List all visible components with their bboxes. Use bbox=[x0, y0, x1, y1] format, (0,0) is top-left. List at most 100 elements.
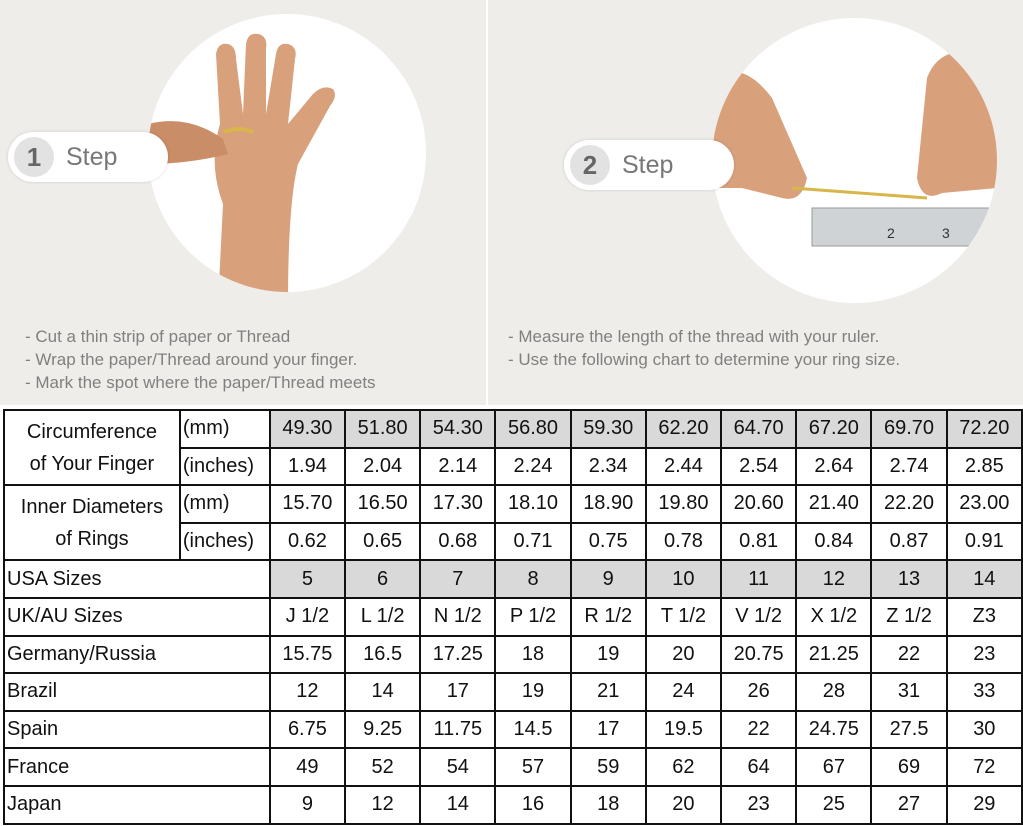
table-cell: 51.80 bbox=[344, 409, 422, 449]
instruction: - Cut a thin strip of paper or Thread bbox=[25, 327, 291, 346]
table-cell: 6.75 bbox=[268, 709, 347, 750]
table-cell: 0.75 bbox=[569, 521, 647, 562]
table-cell: 14 bbox=[945, 559, 1023, 599]
svg-text:2: 2 bbox=[887, 225, 895, 241]
table-cell: 14 bbox=[419, 784, 497, 825]
table-cell: 59.30 bbox=[569, 409, 647, 449]
instructions-area: 1 Step - Cut a thin strip of paper or Th… bbox=[0, 0, 1023, 405]
table-cell: 23 bbox=[945, 634, 1023, 675]
table-cell: 24 bbox=[644, 672, 723, 712]
table-row: Spain 6.75 9.25 11.75 14.5 17 19.5 22 24.75 27.5 3… bbox=[3, 709, 1023, 750]
table-cell: 62 bbox=[644, 747, 723, 787]
table-cell: 20 bbox=[644, 784, 723, 825]
table-cell: 69 bbox=[870, 747, 948, 787]
table-cell: 22.20 bbox=[870, 484, 948, 524]
table-row: UK/AU Sizes J 1/2 L 1/2 N 1/2 P 1/2 R 1/2 T 1/… bbox=[3, 596, 1023, 637]
ring-size-table: Circumference of Your Finger (mm) 49.30 51.8… bbox=[3, 408, 1023, 825]
table-cell: 62.20 bbox=[644, 409, 723, 449]
table-cell: 20.75 bbox=[720, 634, 798, 675]
label-line: Inner Diameters bbox=[20, 495, 164, 518]
instruction: - Use the following chart to determine y… bbox=[508, 350, 901, 369]
table-cell: 20.60 bbox=[720, 484, 798, 524]
table-cell: 2.14 bbox=[419, 446, 497, 487]
table-cell: 21.25 bbox=[795, 634, 873, 675]
table-cell: 12 bbox=[795, 559, 873, 599]
row-label: USA Sizes bbox=[3, 559, 271, 599]
unit-label: (mm) bbox=[178, 484, 271, 524]
step-2-instructions: - Measure the length of the thread with … bbox=[508, 325, 900, 371]
table-cell: 13 bbox=[870, 559, 948, 599]
table-cell: 0.84 bbox=[795, 521, 873, 562]
table-cell: X 1/2 bbox=[795, 596, 873, 637]
table-cell: Z 1/2 bbox=[870, 596, 948, 637]
table-cell: 19.5 bbox=[644, 709, 723, 750]
table-cell: 19.80 bbox=[644, 484, 723, 524]
table-cell: 0.78 bbox=[644, 521, 723, 562]
step-1-instructions: - Cut a thin strip of paper or Thread - … bbox=[25, 325, 376, 394]
table-cell: 31 bbox=[870, 672, 948, 712]
unit-label: (inches) bbox=[178, 521, 271, 562]
svg-text:3: 3 bbox=[942, 225, 950, 241]
table-cell: 12 bbox=[344, 784, 422, 825]
step-number: 1 bbox=[14, 137, 54, 177]
hand-photo bbox=[148, 14, 426, 292]
table-cell: 8 bbox=[494, 559, 572, 599]
step-number: 2 bbox=[570, 145, 610, 185]
table-cell: R 1/2 bbox=[569, 596, 647, 637]
table-cell: 22 bbox=[720, 709, 798, 750]
table-cell: 49.30 bbox=[268, 409, 347, 449]
table-cell: 17.25 bbox=[419, 634, 497, 675]
row-label: UK/AU Sizes bbox=[3, 596, 271, 637]
label-line: of Your Finger bbox=[29, 452, 155, 475]
table-cell: 18.10 bbox=[494, 484, 572, 524]
table-cell: 19 bbox=[494, 672, 572, 712]
table-cell: 23.00 bbox=[945, 484, 1023, 524]
table-row: USA Sizes 5 6 7 8 9 10 11 12 13 14 bbox=[3, 559, 1023, 599]
table-cell: 11 bbox=[720, 559, 798, 599]
step-2-badge: 2 Step bbox=[564, 140, 734, 190]
table-cell: 0.65 bbox=[344, 521, 422, 562]
circumference-label: Circumference of Your Finger bbox=[3, 408, 181, 487]
table-cell: 30 bbox=[945, 709, 1023, 750]
hand-wrapping-paper-icon bbox=[148, 33, 335, 292]
table-cell: 0.87 bbox=[870, 521, 948, 562]
table-row: Circumference of Your Finger (mm) 49.30 51.8… bbox=[3, 408, 1023, 487]
table-cell: 16.5 bbox=[344, 634, 422, 675]
table-cell: L 1/2 bbox=[344, 596, 422, 637]
table-cell: 9 bbox=[569, 559, 647, 599]
table-cell: 18.90 bbox=[569, 484, 647, 524]
table-cell: 27 bbox=[870, 784, 948, 825]
table-cell: 2.54 bbox=[720, 446, 798, 487]
table-cell: 5 bbox=[268, 559, 347, 599]
diameter-label: Inner Diameters of Rings bbox=[3, 484, 181, 562]
instruction: - Mark the spot where the paper/Thread m… bbox=[25, 373, 376, 392]
table-cell: 28 bbox=[795, 672, 873, 712]
table-cell: 59 bbox=[569, 747, 647, 787]
table-cell: P 1/2 bbox=[494, 596, 572, 637]
table-cell: 67 bbox=[795, 747, 873, 787]
table-cell: 12 bbox=[268, 672, 347, 712]
table-cell: 15.75 bbox=[268, 634, 347, 675]
table-row: (inches) 0.62 0.65 0.68 0.71 0.75 0.78 0.81 0.84… bbox=[4, 521, 1023, 562]
table-cell: 18 bbox=[569, 784, 647, 825]
table-cell: 0.71 bbox=[494, 521, 572, 562]
table-cell: 49 bbox=[268, 747, 347, 787]
table-cell: 16 bbox=[494, 784, 572, 825]
unit-label: (mm) bbox=[178, 409, 271, 449]
table-cell: T 1/2 bbox=[644, 596, 723, 637]
table-cell: 26 bbox=[720, 672, 798, 712]
table-row: Germany/Russia 15.75 16.5 17.25 18 19 20 20.75 2… bbox=[3, 634, 1023, 675]
table-cell: 17 bbox=[569, 709, 647, 750]
table-cell: 7 bbox=[419, 559, 497, 599]
table-cell: 19 bbox=[569, 634, 647, 675]
step-label: Step bbox=[622, 150, 674, 179]
table-cell: 72 bbox=[945, 747, 1023, 787]
table-cell: J 1/2 bbox=[268, 596, 347, 637]
table-cell: 54 bbox=[419, 747, 497, 787]
table-cell: 2.34 bbox=[569, 446, 647, 487]
table-row: Japan 9 12 14 16 18 20 23 25 27 29 bbox=[3, 784, 1023, 825]
row-label: France bbox=[3, 747, 271, 787]
row-label: Germany/Russia bbox=[3, 634, 271, 675]
